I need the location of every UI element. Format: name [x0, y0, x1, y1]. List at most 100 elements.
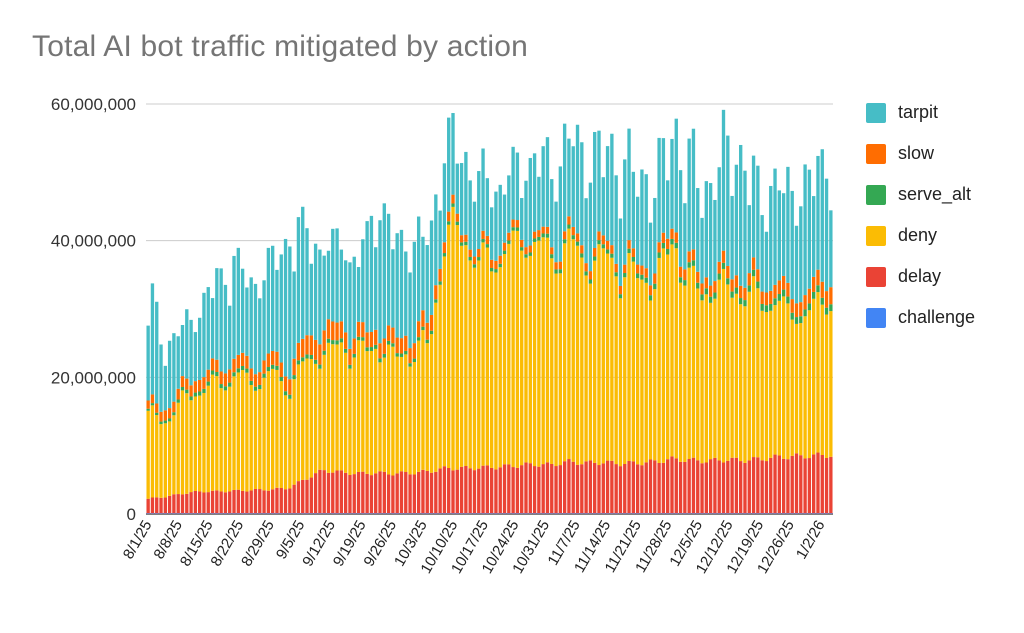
y-axis: 0 20,000,000 40,000,000 60,000,000: [51, 95, 136, 524]
bar-segment-tarpit: [743, 170, 747, 288]
bar-segment-delay: [386, 474, 391, 514]
bar-segment-challenge: [395, 513, 399, 514]
bar-segment-challenge: [790, 513, 794, 514]
bar-segment-challenge: [537, 513, 541, 514]
bar-stack: [485, 178, 490, 514]
bar-segment-serve_alt: [631, 257, 636, 262]
bar-segment-challenge: [232, 513, 236, 514]
bar-stack: [283, 238, 288, 514]
bar-segment-slow: [378, 343, 382, 359]
bar-segment-deny: [185, 393, 189, 494]
bar-segment-serve_alt: [601, 244, 605, 249]
bar-segment-slow: [313, 339, 318, 360]
bar-segment-slow: [653, 273, 657, 284]
bar-stack: [494, 191, 498, 514]
bar-segment-serve_alt: [678, 277, 683, 283]
bar-segment-slow: [601, 235, 605, 245]
legend-label: deny: [898, 225, 938, 245]
bar-segment-challenge: [773, 513, 777, 514]
bar-segment-slow: [159, 411, 163, 422]
bar-segment-slow: [369, 332, 374, 348]
bar-stack: [210, 298, 215, 514]
bar-stack: [730, 195, 734, 514]
bar-segment-serve_alt: [343, 348, 348, 353]
bar-segment-serve_alt: [253, 386, 258, 391]
bar-segment-slow: [155, 403, 159, 413]
bar-segment-slow: [172, 401, 176, 413]
bar-segment-slow: [498, 255, 502, 264]
bar-segment-delay: [343, 472, 348, 514]
bar-stack: [751, 155, 756, 514]
bar-segment-challenge: [820, 513, 824, 514]
bar-segment-serve_alt: [700, 294, 704, 301]
bar-segment-challenge: [824, 513, 829, 514]
bar-stack: [382, 203, 386, 514]
bar-segment-challenge: [279, 513, 283, 514]
bar-segment-delay: [361, 471, 365, 514]
bar-segment-deny: [618, 298, 623, 467]
bar-segment-slow: [648, 285, 653, 296]
bar-segment-slow: [395, 337, 399, 354]
bar-segment-slow: [279, 362, 283, 378]
bar-segment-delay: [696, 460, 700, 514]
bar-segment-serve_alt: [185, 389, 189, 394]
bar-stack: [451, 113, 455, 514]
bar-segment-tarpit: [545, 137, 550, 227]
bar-segment-serve_alt: [404, 350, 408, 355]
y-tick-label: 40,000,000: [51, 232, 136, 251]
bar-segment-deny: [558, 273, 563, 466]
bar-segment-slow: [558, 261, 563, 270]
bar-stack: [700, 217, 704, 514]
bar-segment-serve_alt: [764, 305, 769, 313]
bar-segment-tarpit: [270, 245, 275, 351]
bar-segment-challenge: [794, 513, 799, 514]
bar-segment-challenge: [764, 513, 769, 514]
bar-stack: [687, 138, 691, 514]
bar-segment-deny: [399, 356, 404, 472]
bar-segment-challenge: [717, 513, 721, 514]
bar-segment-serve_alt: [751, 269, 756, 277]
bar-stack: [661, 138, 666, 514]
bar-segment-challenge: [163, 513, 167, 514]
bar-segment-challenge: [326, 513, 331, 514]
bar-segment-tarpit: [653, 197, 657, 274]
legend-swatch: [866, 184, 886, 205]
bar-segment-delay: [747, 460, 751, 514]
bar-segment-challenge: [807, 513, 812, 514]
bar-stack: [799, 206, 803, 514]
bar-segment-serve_alt: [532, 238, 537, 242]
bar-stack: [696, 188, 700, 514]
bar-segment-slow: [391, 327, 395, 344]
bar-stack: [498, 184, 502, 514]
bar-segment-deny: [313, 363, 318, 474]
bar-segment-slow: [288, 379, 292, 395]
bar-segment-deny: [378, 362, 382, 472]
bar-segment-slow: [824, 291, 829, 308]
bar-segment-delay: [610, 460, 614, 514]
bar-segment-deny: [511, 230, 515, 468]
bar-segment-delay: [777, 455, 781, 514]
bar-segment-serve_alt: [266, 367, 271, 372]
bar-segment-challenge: [520, 513, 524, 514]
bar-segment-delay: [438, 468, 442, 514]
bar-segment-serve_alt: [670, 238, 674, 245]
bar-segment-serve_alt: [588, 279, 593, 284]
bar-segment-serve_alt: [562, 239, 567, 244]
bar-segment-slow: [275, 351, 279, 366]
bar-segment-slow: [674, 232, 678, 243]
bar-segment-slow: [253, 374, 258, 387]
bar-stack: [455, 163, 459, 514]
bar-segment-tarpit: [739, 144, 743, 286]
bar-segment-slow: [331, 321, 335, 341]
bar-segment-tarpit: [541, 146, 545, 227]
bar-segment-serve_alt: [635, 273, 640, 279]
bar-segment-delay: [666, 459, 670, 514]
bar-stack: [399, 229, 404, 514]
bar-segment-challenge: [704, 513, 709, 514]
bar-segment-serve_alt: [395, 353, 399, 357]
y-tick-label: 0: [127, 505, 136, 524]
bar-segment-tarpit: [507, 175, 511, 233]
bar-segment-deny: [691, 265, 696, 458]
bar-segment-delay: [511, 467, 515, 514]
bar-segment-deny: [489, 271, 494, 468]
